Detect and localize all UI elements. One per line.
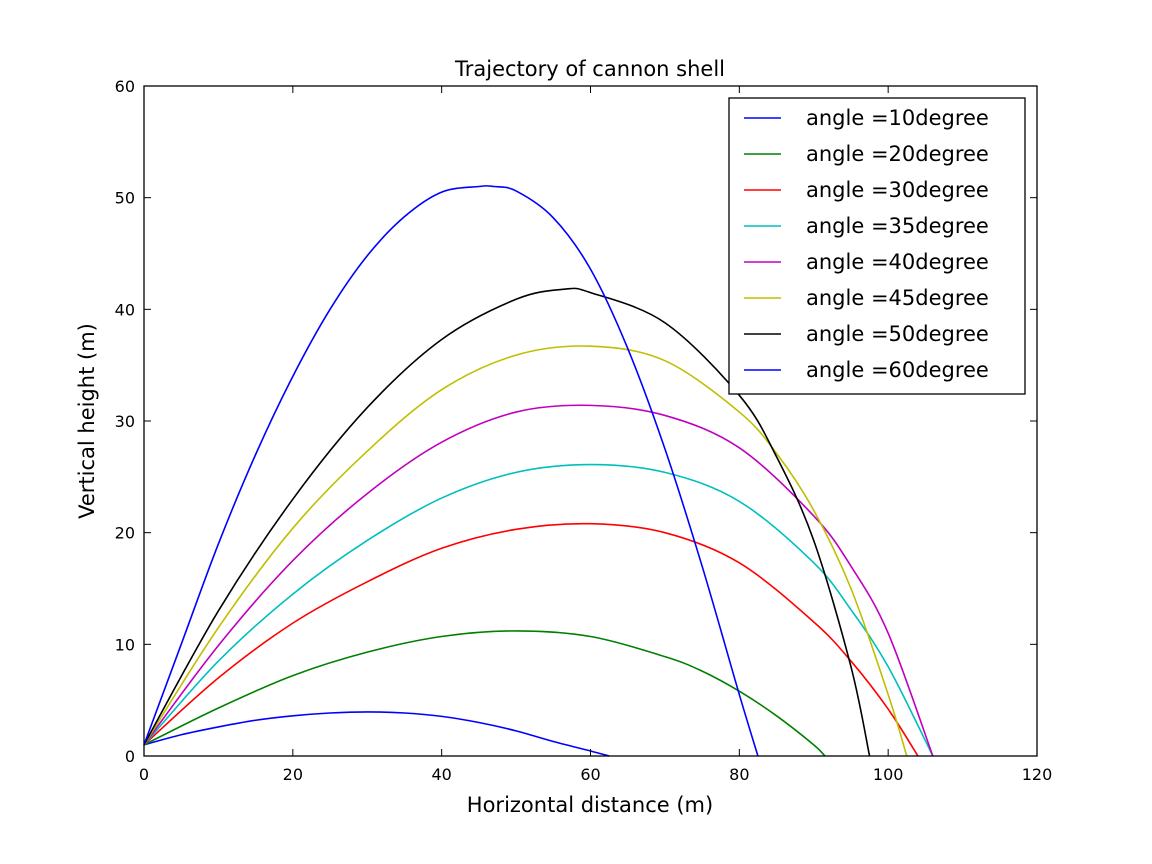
x-tick-label: 100 [873, 765, 904, 784]
series-line-3 [143, 522, 919, 757]
chart-title: Trajectory of cannon shell [454, 57, 725, 81]
y-tick-label: 20 [115, 524, 135, 543]
y-tick-label: 10 [115, 635, 135, 654]
series-line-1 [143, 711, 610, 757]
legend-label-5: angle =40degree [806, 250, 989, 274]
legend-label-7: angle =50degree [806, 322, 989, 346]
legend-label-6: angle =45degree [806, 286, 989, 310]
legend: angle =10degree angle =20degree angle =30d… [728, 97, 1026, 395]
y-tick-label: 40 [115, 300, 135, 319]
y-tick-label: 0 [125, 747, 135, 766]
legend-label-3: angle =30degree [806, 178, 989, 202]
x-tick-label: 120 [1022, 765, 1053, 784]
series-layer [143, 185, 934, 757]
series-line-8 [143, 185, 759, 757]
series-line-5 [143, 404, 934, 757]
y-axis-label: Vertical height (m) [75, 323, 99, 519]
series-line-4 [143, 463, 934, 757]
x-tick-label: 0 [139, 765, 149, 784]
x-tick-label: 60 [580, 765, 600, 784]
series-line-2 [143, 630, 826, 757]
series-line-7 [143, 287, 871, 757]
x-tick-label: 40 [431, 765, 451, 784]
x-tick-label: 80 [729, 765, 749, 784]
ticks-layer: 0 20 40 60 80 100 120 0 10 20 30 40 50 60 [115, 77, 1053, 784]
legend-box [728, 97, 1026, 395]
legend-label-1: angle =10degree [806, 106, 989, 130]
series-line-6 [143, 345, 908, 757]
x-axis-label: Horizontal distance (m) [467, 793, 713, 817]
y-tick-label: 30 [115, 412, 135, 431]
legend-label-8: angle =60degree [806, 358, 989, 382]
x-tick-label: 20 [283, 765, 303, 784]
legend-label-4: angle =35degree [806, 214, 989, 238]
y-tick-label: 50 [115, 189, 135, 208]
legend-label-2: angle =20degree [806, 142, 989, 166]
y-tick-label: 60 [115, 77, 135, 96]
